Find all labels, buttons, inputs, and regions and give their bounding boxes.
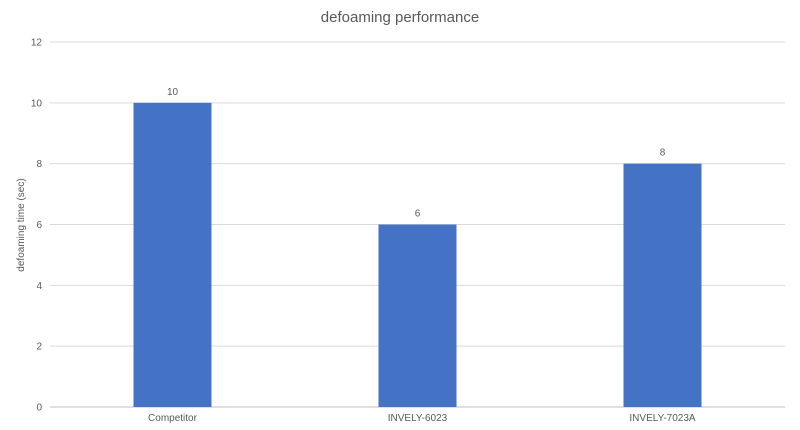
y-tick-label: 10 (31, 98, 43, 109)
y-tick-label: 6 (36, 220, 42, 231)
data-label: 8 (660, 148, 666, 159)
x-category-label: INVELY-7023A (629, 413, 695, 424)
y-tick-label: 0 (36, 403, 42, 414)
y-axis-ticks: 0 2 4 6 8 10 12 (31, 38, 43, 414)
y-tick-label: 2 (36, 342, 42, 353)
bar-competitor (133, 102, 212, 407)
y-tick-label: 12 (31, 38, 43, 49)
data-label: 6 (415, 209, 421, 220)
bar-invely-6023 (378, 224, 457, 407)
y-axis-label: defoaming time (sec) (16, 178, 27, 271)
x-category-label: Competitor (148, 413, 198, 424)
bars (133, 102, 702, 407)
chart-title: defoaming performance (321, 9, 479, 26)
data-label: 10 (167, 87, 179, 98)
y-tick-label: 8 (36, 159, 42, 170)
y-tick-label: 4 (36, 281, 42, 292)
bar-invely-7023a (623, 163, 702, 407)
x-axis-categories: Competitor INVELY-6023 INVELY-7023A (148, 413, 696, 424)
data-labels: 10 6 8 (167, 87, 666, 220)
x-category-label: INVELY-6023 (388, 413, 448, 424)
